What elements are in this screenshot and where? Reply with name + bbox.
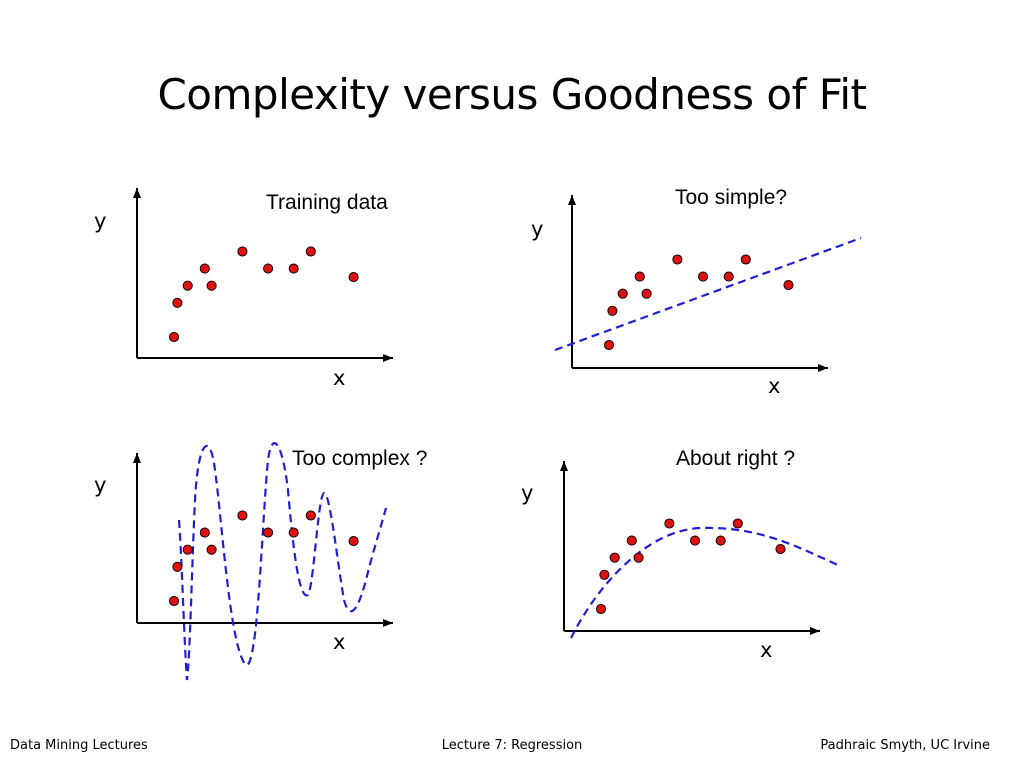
x-axis-label: x: [333, 630, 345, 654]
x-axis-label: x: [768, 374, 780, 398]
data-point: [664, 518, 675, 529]
quadratic-fit-curve: [570, 526, 841, 639]
data-point: [775, 544, 786, 555]
data-point: [182, 544, 193, 555]
panel-caption: Training data: [266, 191, 388, 214]
data-point: [715, 535, 726, 546]
data-points: [603, 254, 794, 351]
data-point: [740, 254, 751, 265]
data-point: [607, 305, 618, 316]
y-axis-label: y: [531, 217, 543, 241]
data-points: [168, 510, 359, 607]
panel-caption: About right ?: [676, 447, 795, 470]
x-axis-label: x: [760, 638, 772, 662]
data-point: [626, 535, 637, 546]
data-point: [783, 280, 794, 291]
data-points: [595, 518, 786, 615]
slide-title: Complexity versus Goodness of Fit: [157, 70, 867, 119]
data-point: [641, 288, 652, 299]
panel-training-data: y x Training data: [94, 188, 393, 390]
high-order-fit-curve: [177, 442, 388, 681]
data-point: [599, 569, 610, 580]
data-points: [168, 246, 359, 343]
data-point: [723, 271, 734, 282]
data-point: [288, 263, 299, 274]
data-point: [172, 297, 183, 308]
data-point: [199, 527, 210, 538]
panel-about-right: y x About right ?: [521, 447, 841, 662]
data-point: [263, 263, 274, 274]
y-axis-label: y: [94, 209, 106, 233]
data-point: [595, 603, 607, 615]
data-point: [689, 535, 701, 546]
footer-course: Data Mining Lectures: [10, 738, 148, 753]
data-point: [609, 552, 620, 563]
footer-author: Padhraic Smyth, UC Irvine: [820, 738, 990, 753]
data-point: [172, 561, 183, 572]
x-axis-label: x: [333, 366, 345, 390]
data-point: [617, 288, 628, 299]
linear-fit-curve: [554, 236, 862, 352]
data-point: [237, 246, 248, 257]
panel-too-complex: y x Too complex ?: [94, 442, 427, 681]
y-axis-label: y: [94, 473, 106, 497]
footer-lecture: Lecture 7: Regression: [441, 738, 583, 753]
data-point: [732, 518, 743, 529]
data-point: [697, 271, 709, 282]
panel-caption: Too complex ?: [292, 447, 427, 470]
y-axis-label: y: [521, 481, 533, 505]
data-point: [206, 544, 217, 555]
data-point: [305, 510, 316, 521]
data-point: [237, 510, 248, 521]
data-point: [199, 263, 210, 274]
data-point: [168, 331, 180, 343]
data-point: [288, 527, 299, 538]
panel-caption: Too simple?: [675, 186, 787, 209]
data-point: [634, 271, 645, 282]
data-point: [206, 280, 217, 291]
data-point: [182, 280, 193, 291]
panel-too-simple: y x Too simple?: [531, 186, 862, 398]
data-point: [348, 536, 359, 547]
data-point: [348, 272, 359, 283]
data-point: [263, 527, 274, 538]
data-point: [305, 246, 316, 257]
data-point: [633, 552, 644, 563]
data-point: [168, 595, 180, 607]
data-point: [672, 254, 683, 265]
data-point: [603, 339, 615, 351]
